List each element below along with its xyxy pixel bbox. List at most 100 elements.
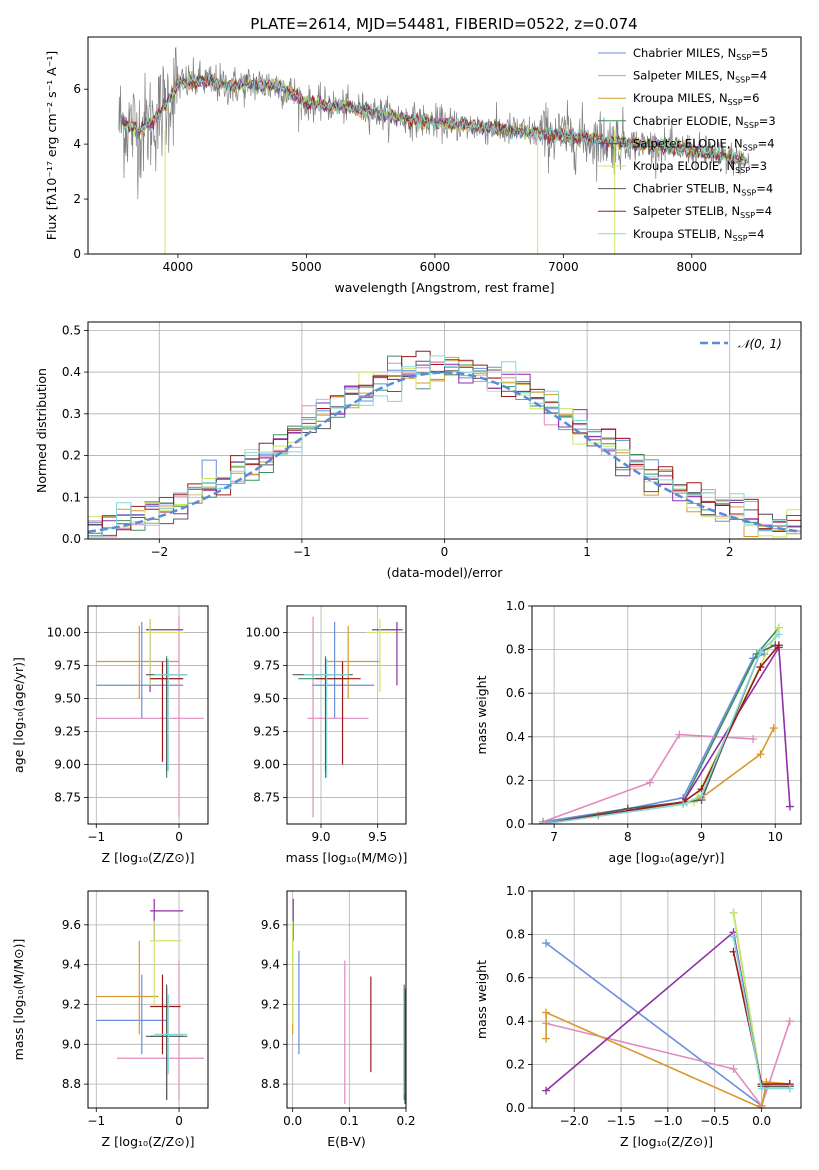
x-tick-label: 0.0 (283, 1114, 302, 1128)
y-tick-label: 0.5 (62, 323, 81, 337)
figure-title: PLATE=2614, MJD=54481, FIBERID=0522, z=0… (250, 15, 637, 33)
x-axis-label: wavelength [Angstrom, rest frame] (334, 280, 554, 295)
weight-marker-kroupa-miles (756, 750, 765, 759)
y-tick-label: 10.00 (246, 625, 280, 639)
weight-line-salpeter-elodie (545, 930, 763, 1092)
plot-area (88, 350, 801, 538)
plot-area (118, 46, 750, 254)
x-tick-label: 6000 (420, 260, 451, 274)
x-tick-label: −0.5 (700, 1114, 729, 1128)
legend-value: =4 (750, 69, 767, 83)
y-tick-label: 9.2 (261, 997, 280, 1011)
x-tick-label: −2 (150, 545, 168, 559)
weight-marker-salpeter-miles (749, 734, 758, 743)
legend-label-salpeter-stelib: Salpeter STELIB, NSSP=4 (633, 204, 772, 220)
weight-marker-kroupa-stelib (757, 1084, 766, 1093)
weight-marker-salpeter-miles (675, 730, 684, 739)
histogram-chabrier-stelib (88, 360, 801, 536)
x-tick-label: −1 (87, 830, 105, 844)
legend-value: =4 (755, 204, 772, 218)
legend-label-kroupa-stelib: Kroupa STELIB, NSSP=4 (633, 227, 764, 243)
legend-label-chabrier-stelib: Chabrier STELIB, NSSP=4 (633, 182, 773, 198)
chart-mass-vs-z: −1 0 8.8 9.0 9.2 9.4 9.6 Z [log₁₀(Z/Z⊙)] mass [l… (11, 890, 209, 1149)
y-axis-label: Normed distribution (34, 368, 49, 493)
y-tick-label: 9.0 (62, 1037, 81, 1051)
legend-subscript: SSP (743, 143, 758, 152)
weight-marker-kroupa-stelib (679, 800, 688, 809)
legend-subscript: SSP (744, 121, 759, 130)
weight-marker-kroupa-miles (757, 1104, 766, 1108)
weight-marker-chabrier-miles (542, 939, 551, 948)
axes-frame (87, 605, 209, 825)
weight-marker-kroupa-stelib (785, 1084, 794, 1093)
y-tick-label: 9.50 (253, 691, 280, 705)
y-tick-label: 0.2 (506, 773, 525, 787)
legend-value: =4 (748, 227, 765, 241)
y-tick-label: 0.0 (506, 817, 525, 831)
y-tick-label: 9.25 (253, 725, 280, 739)
legend-label-normal: 𝒩(0, 1) (738, 337, 782, 351)
axes-frame (531, 890, 802, 1109)
weight-marker-salpeter-stelib (756, 663, 765, 672)
axes-frame (531, 605, 802, 825)
x-tick-label: 5000 (291, 260, 322, 274)
legend-label-salpeter-miles: Salpeter MILES, NSSP=4 (633, 69, 767, 85)
weight-marker-salpeter-miles (729, 1064, 738, 1073)
model-line-kroupa-stelib (121, 75, 746, 168)
x-tick-label: 9 (698, 830, 706, 844)
legend-value: =3 (750, 159, 767, 173)
legend-value: =3 (759, 114, 776, 128)
x-tick-label: 0.2 (396, 1114, 415, 1128)
x-tick-label: 0 (441, 545, 449, 559)
legend-value: =4 (756, 182, 773, 196)
y-tick-label: 0.6 (506, 971, 525, 985)
y-tick-label: 0.0 (62, 532, 81, 546)
weight-marker-kroupa-miles (769, 724, 778, 733)
y-axis-label: mass [log₁₀(M/M⊙)] (11, 939, 26, 1061)
y-tick-label: 9.0 (261, 1037, 280, 1051)
weight-line-salpeter-stelib (542, 644, 780, 824)
weight-marker-kroupa-stelib (756, 647, 765, 656)
y-tick-label: 9.2 (62, 997, 81, 1011)
axes-frame (286, 890, 407, 1109)
y-tick-label: 9.75 (54, 658, 81, 672)
x-tick-label: −2.0 (560, 1114, 589, 1128)
legend-label-chabrier-elodie: Chabrier ELODIE, NSSP=3 (633, 114, 776, 130)
plot-area (96, 898, 204, 1101)
chart-weight-vs-z: −2.0 −1.5 −1.0 −0.5 0.0 0.0 0.2 0.4 0.6 0.8 1.0 Z [… (474, 884, 802, 1149)
y-tick-label: 0.4 (506, 1014, 525, 1028)
x-tick-label: −1 (293, 545, 311, 559)
y-tick-label: 2 (73, 192, 81, 206)
x-tick-label: 10 (768, 830, 783, 844)
x-tick-label: 2 (726, 545, 734, 559)
weight-line-salpeter-miles (545, 1020, 791, 1108)
x-tick-label: 8 (624, 830, 632, 844)
weight-marker-kroupa-elodie (729, 908, 738, 917)
x-axis-label: mass [log₁₀(M/M⊙)] (286, 850, 408, 865)
y-axis-label: Flux [fλ10⁻¹⁷ erg cm⁻² s⁻¹ A⁻¹] (44, 51, 59, 240)
y-tick-label: 0.8 (506, 643, 525, 657)
legend-subscript: SSP (740, 211, 755, 220)
legend-value: =5 (751, 46, 768, 60)
axes-frame (87, 321, 802, 540)
legend-subscript: SSP (736, 53, 751, 62)
x-axis-label: Z [log₁₀(Z/Z⊙)] (620, 1134, 713, 1149)
y-tick-label: 8.8 (62, 1077, 81, 1091)
y-tick-label: 0.6 (506, 686, 525, 700)
x-tick-label: 1 (583, 545, 591, 559)
y-tick-label: 4 (73, 137, 81, 151)
y-tick-label: 9.50 (54, 691, 81, 705)
axes-frame (87, 36, 802, 255)
x-tick-label: 9.5 (368, 830, 387, 844)
weight-marker-salpeter-miles (785, 1017, 794, 1026)
histogram-kroupa-stelib (88, 355, 801, 538)
legend-label-kroupa-miles: Kroupa MILES, NSSP=6 (633, 91, 759, 107)
y-tick-label: 9.00 (253, 758, 280, 772)
y-tick-label: 0.4 (62, 365, 81, 379)
weight-marker-salpeter-elodie (785, 802, 794, 811)
y-tick-label: 1.0 (506, 599, 525, 613)
weight-marker-kroupa-miles (542, 1034, 551, 1043)
y-tick-label: 6 (73, 82, 81, 96)
x-tick-label: −1.0 (653, 1114, 682, 1128)
legend-value: =4 (758, 136, 775, 150)
